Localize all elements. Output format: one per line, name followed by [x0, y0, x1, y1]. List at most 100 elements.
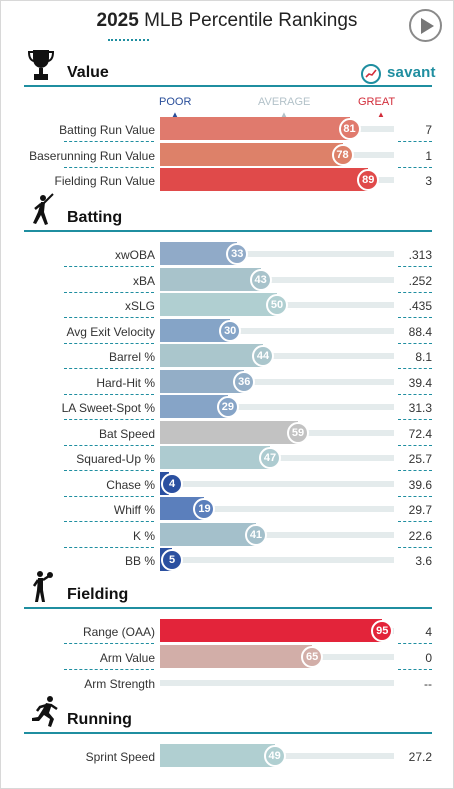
metric-row[interactable]: BB % 5 3.6 — [0, 548, 454, 574]
percentile-badge[interactable]: 41 — [244, 523, 267, 546]
metric-value: .313 — [408, 248, 432, 262]
metric-row[interactable]: xSLG 50 .435 — [0, 293, 454, 319]
metric-row[interactable]: xwOBA 33 .313 — [0, 242, 454, 268]
row-divider — [398, 266, 432, 267]
row-divider — [64, 470, 154, 471]
row-divider — [398, 166, 432, 168]
metric-row[interactable]: Avg Exit Velocity 30 88.4 — [0, 318, 454, 345]
title-text: MLB Percentile Rankings — [144, 10, 358, 31]
metric-row[interactable]: Whiff % 19 29.7 — [0, 497, 454, 523]
section-rule — [24, 732, 432, 734]
metric-row[interactable]: Chase % 4 39.6 — [0, 471, 454, 498]
metric-value: .435 — [408, 299, 432, 313]
metric-row[interactable]: Batting Run Value 81 7 — [0, 117, 454, 143]
metric-value: 27.2 — [408, 750, 432, 764]
percentile-bar — [160, 117, 350, 140]
savant-logo-icon — [361, 64, 381, 84]
row-divider — [398, 521, 432, 522]
percentile-bar — [160, 318, 231, 342]
metric-row[interactable]: Arm Strength -- — [0, 671, 454, 697]
poor-arrow-icon: ▲ — [171, 110, 179, 119]
percentile-track — [160, 531, 394, 538]
metric-row[interactable]: Barrel % 44 8.1 — [0, 344, 454, 370]
row-divider — [64, 444, 154, 446]
savant-logo-text: savant — [387, 64, 436, 81]
metric-value: 39.6 — [408, 477, 432, 492]
row-divider — [64, 317, 154, 318]
metric-label: Arm Strength — [84, 677, 155, 691]
metric-label: Range (OAA) — [82, 625, 155, 639]
metric-row[interactable]: Hard-Hit % 36 39.4 — [0, 369, 454, 396]
percentile-bar — [160, 293, 277, 316]
percentile-badge[interactable]: 49 — [263, 745, 286, 767]
percentile-badge[interactable]: 33 — [226, 243, 249, 265]
percentile-bar — [160, 522, 256, 546]
percentile-track — [160, 353, 394, 359]
percentile-badge[interactable]: 29 — [216, 396, 239, 418]
percentile-bar — [160, 142, 343, 166]
row-divider — [64, 546, 154, 548]
percentile-bar — [160, 344, 263, 367]
metric-label: Sprint Speed — [85, 750, 155, 764]
metric-label: Avg Exit Velocity — [66, 324, 156, 339]
row-divider — [398, 495, 432, 497]
row-divider — [64, 669, 154, 670]
percentile-badge[interactable]: 19 — [193, 498, 216, 520]
metric-row[interactable]: Bat Speed 59 72.4 — [0, 420, 454, 447]
metric-label: Barrel % — [108, 350, 155, 364]
metric-row[interactable]: Squared-Up % 47 25.7 — [0, 446, 454, 472]
percentile-badge[interactable]: 36 — [233, 370, 256, 393]
percentile-badge[interactable]: 59 — [287, 421, 310, 444]
metric-value: -- — [424, 677, 432, 691]
percentile-bar — [160, 395, 228, 418]
metric-label: Hard-Hit % — [96, 375, 155, 390]
header: 2025 MLB Percentile Rankings — [0, 0, 454, 48]
metric-row[interactable]: Arm Value 65 0 — [0, 645, 454, 671]
batter-icon — [28, 193, 54, 232]
percentile-track — [160, 327, 394, 334]
play-button[interactable] — [409, 9, 442, 42]
metric-row[interactable]: Range (OAA) 95 4 — [0, 619, 454, 645]
metric-row[interactable]: LA Sweet-Spot % 29 31.3 — [0, 395, 454, 421]
section-title-batting: Batting — [67, 209, 123, 226]
metric-row[interactable]: K % 41 22.6 — [0, 522, 454, 549]
metric-value: 72.4 — [408, 426, 432, 441]
percentile-badge[interactable]: 78 — [331, 143, 354, 166]
metric-label: Arm Value — [99, 651, 155, 665]
percentile-badge[interactable]: 95 — [371, 620, 394, 642]
metric-value: 8.1 — [415, 350, 432, 364]
row-divider — [398, 470, 432, 471]
metric-label: xwOBA — [114, 248, 155, 262]
percentile-badge[interactable]: 5 — [161, 549, 183, 571]
percentile-badge[interactable]: 47 — [258, 447, 281, 469]
percentile-track — [160, 480, 394, 487]
metric-row[interactable]: Sprint Speed 49 27.2 — [0, 744, 454, 770]
metric-value: 29.7 — [408, 503, 432, 517]
fielder-icon — [28, 570, 54, 609]
percentile-badge[interactable]: 81 — [338, 118, 361, 140]
runner-icon — [28, 695, 62, 734]
percentile-badge[interactable]: 43 — [249, 268, 272, 291]
percentile-badge[interactable]: 50 — [266, 294, 288, 316]
metric-row[interactable]: Baserunning Run Value 78 1 — [0, 142, 454, 169]
row-divider — [64, 368, 154, 369]
row-divider — [398, 546, 432, 548]
metric-row[interactable]: Fielding Run Value 89 3 — [0, 168, 454, 194]
page-title: 2025 MLB Percentile Rankings — [0, 10, 454, 32]
percentile-track — [160, 557, 394, 563]
metric-label: Whiff % — [113, 503, 155, 517]
row-divider — [398, 643, 432, 644]
scale-label-average: AVERAGE — [258, 96, 311, 108]
metric-value: 3.6 — [415, 554, 432, 568]
percentile-badge[interactable]: 44 — [251, 345, 274, 367]
title-underline — [108, 39, 149, 41]
percentile-bar — [160, 369, 245, 393]
percentile-badge[interactable]: 65 — [301, 646, 324, 668]
percentile-badge[interactable]: 30 — [219, 319, 242, 342]
percentile-badge[interactable]: 4 — [161, 472, 183, 495]
metric-label: Fielding Run Value — [54, 174, 155, 188]
play-icon — [421, 18, 434, 34]
metric-row[interactable]: xBA 43 .252 — [0, 267, 454, 294]
percentile-badge[interactable]: 89 — [357, 169, 380, 191]
metric-label: xSLG — [124, 299, 155, 313]
